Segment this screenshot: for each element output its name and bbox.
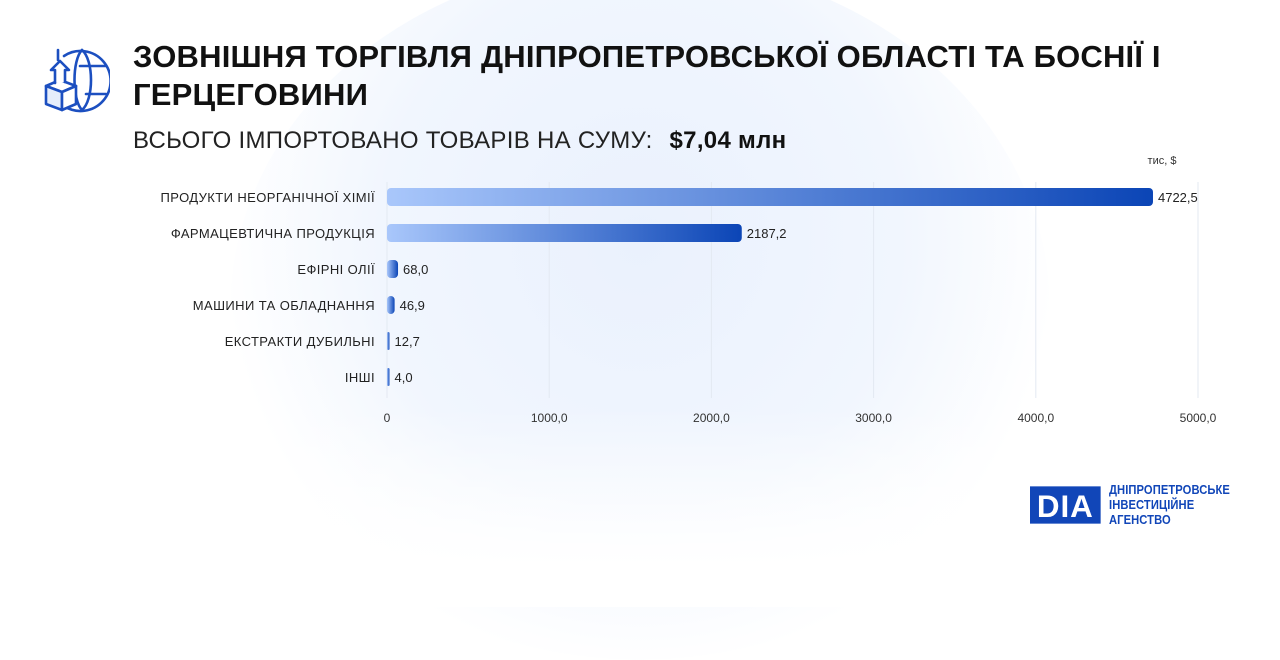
value-label: 4,0: [395, 370, 413, 385]
subtitle-label: ВСЬОГО ІМПОРТОВАНО ТОВАРІВ НА СУМУ:: [133, 127, 653, 154]
x-tick-label: 3000,0: [855, 411, 892, 425]
category-label: ФАРМАЦЕВТИЧНА ПРОДУКЦІЯ: [171, 226, 375, 241]
dia-logo-line1: ДНІПРОПЕТРОВСЬКЕ: [1108, 482, 1230, 497]
bar: [387, 188, 1153, 206]
globe-box-upload-icon: [44, 48, 110, 113]
total-amount: $7,04 млн: [669, 127, 787, 154]
dia-logo: DIA ДНІПРОПЕТРОВСЬКЕ ІНВЕСТИЦІЙНЕ АГЕНСТ…: [1030, 482, 1280, 527]
value-label: 4722,5: [1158, 190, 1198, 205]
bar: [387, 260, 399, 278]
category-label: ЕФІРНІ ОЛІЇ: [297, 262, 375, 277]
bar: [387, 368, 390, 386]
value-label: 12,7: [395, 334, 420, 349]
x-tick-label: 4000,0: [1017, 411, 1054, 425]
bar: [387, 224, 742, 242]
x-tick-label: 1000,0: [531, 411, 568, 425]
page-title: ЗОВНІШНЯ ТОРГІВЛЯ ДНІПРОПЕТРОВСЬКОЇ ОБЛА…: [133, 39, 1161, 112]
page-subtitle: ВСЬОГО ІМПОРТОВАНО ТОВАРІВ НА СУМУ: $7,0…: [133, 126, 786, 156]
x-tick-label: 5000,0: [1180, 411, 1217, 425]
category-label: ЕКСТРАКТИ ДУБИЛЬНІ: [225, 334, 375, 349]
value-label: 68,0: [403, 262, 428, 277]
bar-chart: 0 1000,0 2000,0 3000,0 4000,0 5000,0 ПРОДУКТИ …: [161, 155, 1217, 425]
dia-logo-mark: DIA: [1030, 485, 1101, 523]
bar: [387, 332, 390, 350]
x-tick-label: 0: [384, 411, 391, 425]
dia-logo-mark-text: DIA: [1037, 488, 1094, 523]
value-label: 2187,2: [747, 226, 787, 241]
x-tick-label: 2000,0: [693, 411, 730, 425]
dia-logo-line2: ІНВЕСТИЦІЙНЕ АГЕНСТВО: [1108, 497, 1194, 527]
bar: [387, 296, 395, 314]
category-label: ПРОДУКТИ НЕОРГАНІЧНОЇ ХІМІЇ: [161, 190, 375, 205]
category-label: ІНШІ: [345, 370, 375, 385]
category-label: МАШИНИ ТА ОБЛАДНАННЯ: [193, 298, 375, 313]
unit-label: тис, $: [1148, 155, 1177, 167]
dia-logo-text: ДНІПРОПЕТРОВСЬКЕ ІНВЕСТИЦІЙНЕ АГЕНСТВО: [1109, 482, 1256, 527]
value-label: 46,9: [400, 298, 425, 313]
